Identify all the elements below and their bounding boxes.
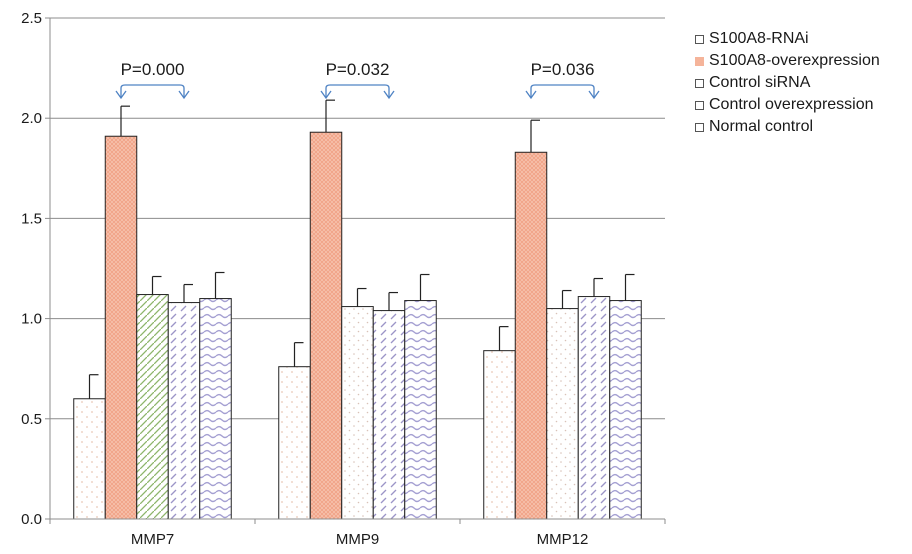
y-tick-label: 0.5 xyxy=(21,411,42,428)
legend-label: S100A8-overexpression xyxy=(709,52,880,69)
bar-mmp9-s100a8-overexpression xyxy=(309,131,343,520)
bar-mmp7-s100a8-rnai xyxy=(73,398,106,520)
x-category-label: MMP7 xyxy=(131,531,174,548)
arrow-head xyxy=(178,90,190,100)
arrow-head xyxy=(320,90,332,100)
legend-label: Control siRNA xyxy=(709,74,811,91)
bar-mmp12-control-overexpression xyxy=(577,296,611,520)
legend-swatch xyxy=(695,122,704,132)
arrow-head xyxy=(525,90,537,100)
legend-swatch xyxy=(695,34,704,44)
y-tick-label: 2.0 xyxy=(21,110,42,127)
axes xyxy=(49,18,666,524)
bar-mmp12-s100a8-overexpression xyxy=(514,151,548,520)
y-tick-label: 1.5 xyxy=(21,210,42,227)
p-value-annotation: P=0.036 xyxy=(525,60,600,100)
bars xyxy=(73,131,642,520)
bracket-arrow-line xyxy=(120,84,185,98)
y-tick-label: 1.0 xyxy=(21,311,42,328)
x-category-label: MMP12 xyxy=(537,531,589,548)
legend-swatch xyxy=(695,56,704,66)
bar-mmp12-normal-control xyxy=(609,300,642,520)
bar-mmp9-control-sirna xyxy=(341,306,374,520)
p-value-label: P=0.000 xyxy=(121,60,185,79)
bar-mmp7-normal-control xyxy=(199,298,232,520)
bar-mmp7-s100a8-overexpression xyxy=(104,135,138,520)
legend-item: Control overexpression xyxy=(695,94,880,116)
p-value-label: P=0.036 xyxy=(531,60,595,79)
legend-item: S100A8-RNAi xyxy=(695,28,880,50)
p-value-label: P=0.032 xyxy=(326,60,390,79)
legend-item: Normal control xyxy=(695,116,880,138)
legend-item: Control siRNA xyxy=(695,72,880,94)
bar-mmp9-s100a8-rnai xyxy=(278,366,311,520)
bar-mmp12-control-sirna xyxy=(546,308,579,520)
bar-mmp9-normal-control xyxy=(404,300,437,520)
arrow-head xyxy=(588,90,600,100)
annotations: P=0.000 P=0.032 P=0.036 xyxy=(115,60,600,100)
p-value-annotation: P=0.032 xyxy=(320,60,395,100)
y-tick-label: 0.0 xyxy=(21,511,42,528)
bar-mmp7-control-overexpression xyxy=(167,302,201,520)
legend-swatch xyxy=(695,100,704,110)
x-category-label: MMP9 xyxy=(336,531,379,548)
legend-swatch xyxy=(695,78,704,88)
legend-item: S100A8-overexpression xyxy=(695,50,880,72)
x-axis-categories: MMP7 MMP9 MMP12 xyxy=(131,531,589,548)
bar-mmp12-s100a8-rnai xyxy=(483,350,516,520)
legend: S100A8-RNAi S100A8-overexpression Control … xyxy=(695,28,880,138)
p-value-annotation: P=0.000 xyxy=(115,60,190,100)
bracket-arrow-line xyxy=(530,84,595,98)
legend-label: Normal control xyxy=(709,118,814,135)
error-bars xyxy=(88,99,635,399)
legend-label: Control overexpression xyxy=(709,96,874,113)
y-tick-label: 2.5 xyxy=(21,10,42,27)
y-axis-ticks: 0.0 0.5 1.0 1.5 2.0 2.5 xyxy=(21,10,50,528)
arrow-head xyxy=(115,90,127,100)
legend-label: S100A8-RNAi xyxy=(709,30,809,47)
bar-mmp9-control-overexpression xyxy=(372,310,406,520)
bar-mmp7-control-sirna xyxy=(136,294,169,520)
bracket-arrow-line xyxy=(325,84,390,98)
arrow-head xyxy=(383,90,395,100)
